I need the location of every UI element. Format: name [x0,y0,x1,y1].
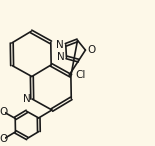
Text: N: N [22,94,30,104]
Text: O: O [0,134,8,144]
Text: N: N [56,40,64,50]
Text: Cl: Cl [75,70,85,80]
Text: O: O [87,45,96,55]
Text: O: O [0,107,7,117]
Text: N: N [57,52,64,62]
